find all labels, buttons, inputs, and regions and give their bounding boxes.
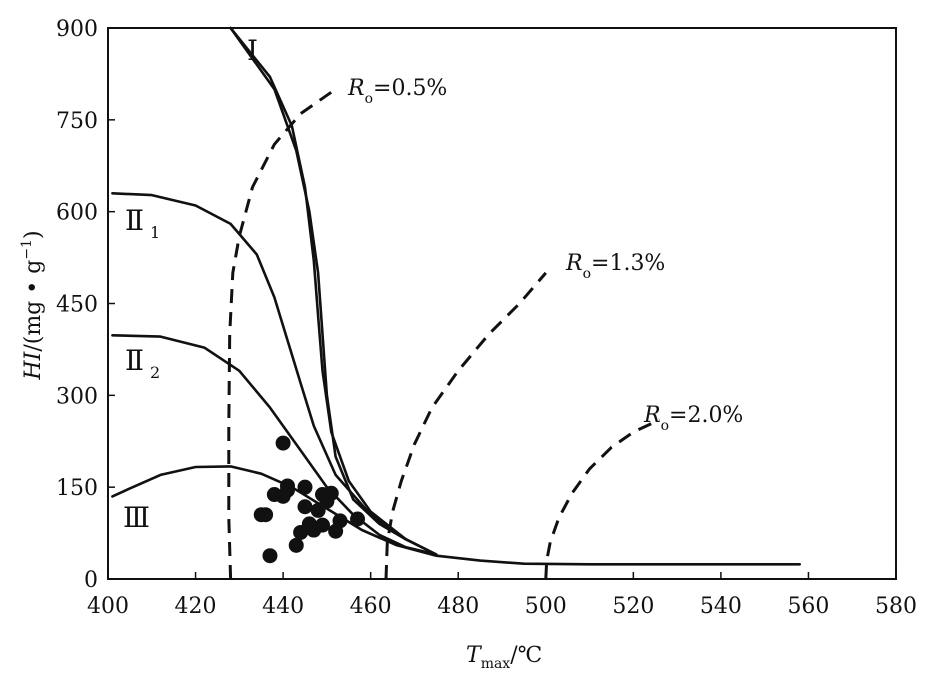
x-tick-label: 480 (437, 594, 479, 619)
kerogen-label: Ⅲ (123, 501, 150, 534)
axis-ticks: 400 420 440 460 480 500 520 540 560 580 0 150 300 450… (56, 17, 917, 619)
sample-point (275, 435, 291, 451)
y-axis-title-unit-close: ) (21, 230, 46, 239)
sample-point (297, 479, 313, 495)
x-tick-label: 540 (700, 594, 742, 619)
y-tick-label: 900 (56, 17, 98, 42)
y-axis-title: HI/(mg • g−1) (19, 230, 46, 380)
sample-point (350, 511, 366, 527)
sample-point (266, 487, 282, 503)
y-axis-title-unit-open: /(mg • g (21, 260, 46, 352)
kerogen-curve (111, 192, 438, 556)
x-tick-label: 560 (787, 594, 829, 619)
x-axis-title-main: T (466, 643, 483, 668)
y-tick-label: 0 (84, 568, 98, 593)
x-tick-label: 520 (612, 594, 654, 619)
sample-point (293, 524, 309, 540)
sample-point (262, 548, 278, 564)
x-tick-label: 400 (87, 594, 129, 619)
ro-label: Ro=2.0% (643, 403, 743, 434)
ro-curve (544, 418, 661, 580)
kerogen-curve (229, 26, 438, 556)
kerogen-curve (111, 465, 801, 566)
kerogen-label: Ⅰ (247, 34, 258, 67)
sample-point (319, 493, 335, 509)
plot-frame (107, 27, 897, 580)
y-axis-title-unit-sup: −1 (19, 239, 35, 260)
kerogen-curve (111, 334, 438, 556)
y-tick-label: 450 (56, 293, 98, 318)
sample-point (328, 523, 344, 539)
y-tick-label: 300 (56, 384, 98, 409)
x-tick-label: 580 (875, 594, 917, 619)
ro-label: Ro=1.3% (565, 251, 665, 282)
x-tick-label: 420 (175, 594, 217, 619)
ro-curve (227, 87, 337, 580)
ro-curve (384, 271, 547, 580)
sample-points (253, 435, 366, 564)
curve-labels: Ⅰ Ⅱ 1 Ⅱ 2 Ⅲ Ro=0.5% Ro=1.3% Ro=2.0% (123, 34, 743, 534)
ro-curves (227, 87, 661, 580)
x-tick-label: 460 (350, 594, 392, 619)
y-tick-label: 150 (56, 476, 98, 501)
kerogen-curves (111, 26, 801, 566)
x-axis-title-sub: max (481, 656, 511, 672)
x-axis-title: Tmax/℃ (466, 643, 542, 672)
kerogen-curve (229, 26, 407, 541)
y-tick-label: 600 (56, 201, 98, 226)
y-axis-title-main: HI (21, 350, 46, 380)
x-tick-label: 500 (525, 594, 567, 619)
sample-point (297, 499, 313, 515)
y-tick-label: 750 (56, 109, 98, 134)
x-tick-label: 440 (262, 594, 304, 619)
sample-point (279, 482, 295, 498)
sample-point (253, 507, 269, 523)
ro-label: Ro=0.5% (347, 76, 447, 107)
x-axis-title-unit: /℃ (510, 643, 542, 668)
sample-point (288, 537, 304, 553)
sample-point (306, 522, 322, 538)
